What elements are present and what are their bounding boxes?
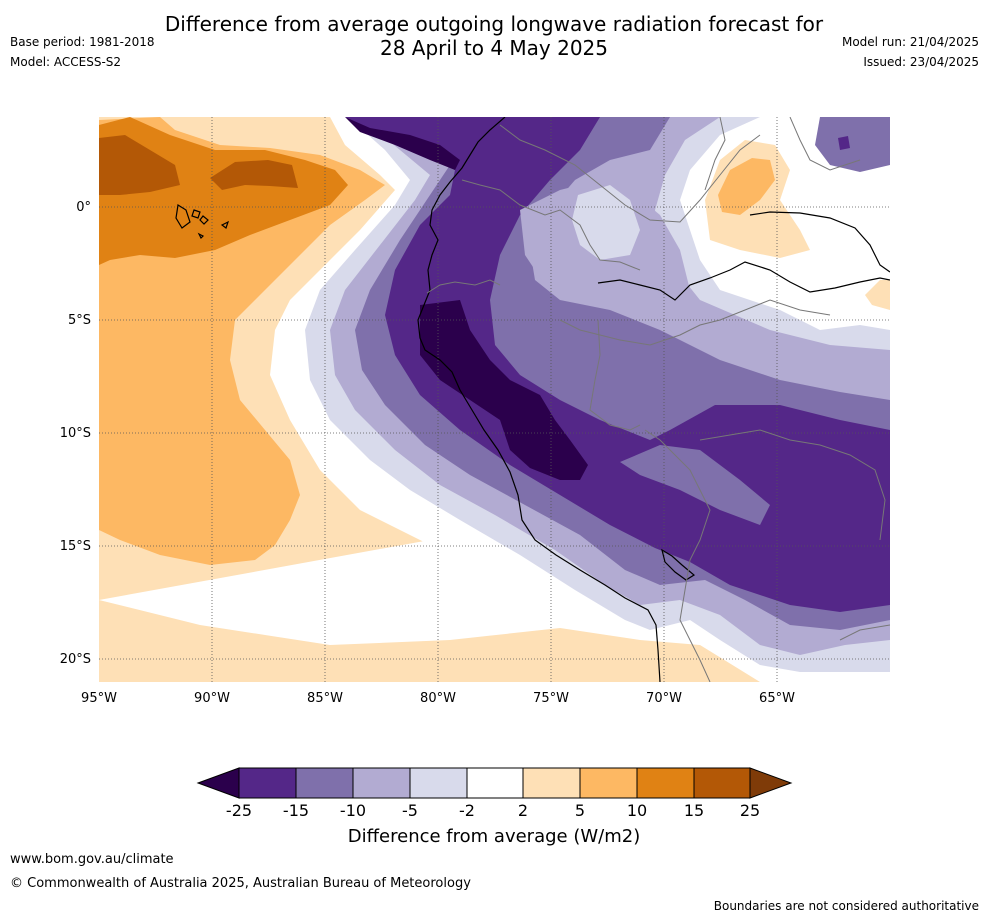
lat-label-10s: 10°S xyxy=(60,426,91,441)
colorbar xyxy=(196,767,793,799)
south-america-coast xyxy=(417,117,661,682)
colorbar-extend-high xyxy=(749,767,793,799)
lat-label-15s: 15°S xyxy=(60,539,91,554)
longitude-labels: 95°W 90°W 85°W 80°W 75°W 70°W 65°W xyxy=(81,691,795,706)
colorbar-cell-1 xyxy=(238,767,297,799)
galapagos-islands xyxy=(175,204,230,240)
lat-label-5s: 5°S xyxy=(68,313,91,328)
band-minus25-minus15 xyxy=(345,117,890,612)
colorbar-cell-6 xyxy=(522,767,581,799)
title-line-2: 28 April to 4 May 2025 xyxy=(380,36,608,60)
colorbar-cell-2 xyxy=(295,767,354,799)
colorbar-cell-8 xyxy=(636,767,695,799)
boundary-disclaimer: Boundaries are not considered authoritat… xyxy=(713,899,979,913)
anomaly-field xyxy=(99,117,890,682)
colorbar-cell-5 xyxy=(466,767,524,799)
graticule xyxy=(99,117,890,682)
cb-tick-2: -10 xyxy=(340,801,366,820)
band-10-15 xyxy=(99,117,348,265)
model-name: Model: ACCESS-S2 xyxy=(10,55,122,69)
band-2-5-east xyxy=(865,280,890,310)
model-run: Model run: 21/04/2025 xyxy=(841,35,979,49)
cb-tick-8: 15 xyxy=(684,801,704,820)
band-15-25-west xyxy=(99,135,180,195)
band-below-minus25-north xyxy=(345,117,460,170)
band-below-minus25 xyxy=(420,300,588,480)
country-borders xyxy=(426,117,890,682)
cb-tick-4: -2 xyxy=(459,801,475,820)
lon-label-80w: 80°W xyxy=(420,691,456,706)
copyright-notice: © Commonwealth of Australia 2025, Austra… xyxy=(10,876,471,891)
amazon-coast xyxy=(597,261,890,301)
colorbar-title: Difference from average (W/m2) xyxy=(347,826,641,847)
lon-label-70w: 70°W xyxy=(646,691,682,706)
lon-label-75w: 75°W xyxy=(533,691,569,706)
band-minus15-minus10-ne xyxy=(815,117,890,172)
header-right: Model run: 21/04/2025 Issued: 23/04/2025 xyxy=(842,32,979,72)
map-title: Difference from average outgoing longwav… xyxy=(0,12,988,60)
lon-label-85w: 85°W xyxy=(307,691,343,706)
colorbar-extend-low xyxy=(196,767,240,799)
coastlines xyxy=(417,117,890,682)
cb-tick-0: -25 xyxy=(226,801,252,820)
lake-titicaca xyxy=(661,548,696,581)
lon-label-95w: 95°W xyxy=(81,691,117,706)
header-left: Base period: 1981-2018 Model: ACCESS-S2 xyxy=(10,32,155,72)
issued-date: Issued: 23/04/2025 xyxy=(863,55,979,69)
band-minus25-minus15-ne xyxy=(838,136,850,150)
amazon-river-north xyxy=(749,211,890,273)
cb-tick-9: 25 xyxy=(740,801,760,820)
band-minus15-minus10-inland xyxy=(620,445,770,525)
lon-label-90w: 90°W xyxy=(194,691,230,706)
band-15-25-central xyxy=(210,160,298,190)
lat-label-0: 0° xyxy=(76,200,91,215)
band-5-10-ne xyxy=(718,158,775,215)
latitude-labels: 0° 5°S 10°S 15°S 20°S xyxy=(60,200,91,667)
colorbar-cell-7 xyxy=(579,767,638,799)
lon-label-65w: 65°W xyxy=(759,691,795,706)
colorbar-ticks: -25 -15 -10 -5 -2 2 5 10 15 25 xyxy=(226,801,760,820)
cb-tick-5: 2 xyxy=(518,801,528,820)
website-link[interactable]: www.bom.gov.au/climate xyxy=(10,852,174,867)
cb-tick-3: -5 xyxy=(402,801,418,820)
base-period: Base period: 1981-2018 xyxy=(10,35,155,49)
cb-tick-1: -15 xyxy=(283,801,309,820)
colorbar-cell-4 xyxy=(409,767,468,799)
colorbar-cell-3 xyxy=(352,767,411,799)
lat-label-20s: 20°S xyxy=(60,652,91,667)
cb-tick-7: 10 xyxy=(627,801,647,820)
title-line-1: Difference from average outgoing longwav… xyxy=(164,12,824,36)
colorbar-cell-9 xyxy=(693,767,751,799)
cb-tick-6: 5 xyxy=(575,801,585,820)
